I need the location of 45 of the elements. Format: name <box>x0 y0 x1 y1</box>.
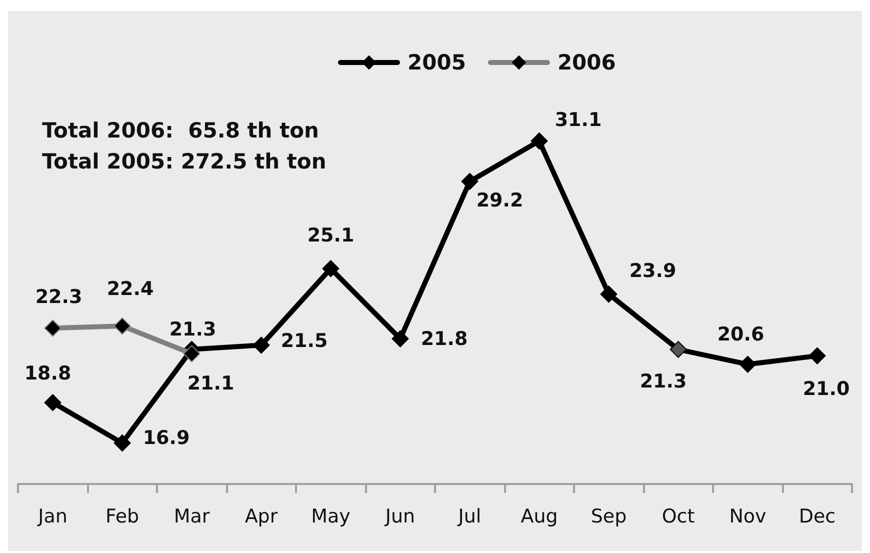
data-label: 23.9 <box>629 260 676 282</box>
data-label: 29.2 <box>476 189 524 212</box>
x-tick-label: Apr <box>244 506 278 528</box>
x-tick-label: Oct <box>662 506 695 528</box>
annotation: Total 2005: 272.5 th ton <box>42 150 326 174</box>
data-label: 16.9 <box>142 427 190 449</box>
data-label: 21.0 <box>802 378 850 400</box>
point <box>600 286 618 303</box>
point <box>670 340 687 358</box>
data-label: 21.8 <box>420 328 468 350</box>
x-tick-label: Dec <box>798 506 836 528</box>
point <box>322 260 340 278</box>
x-tick-label: Mar <box>174 506 210 528</box>
point <box>739 356 756 373</box>
data-label: 20.6 <box>717 323 764 346</box>
data-label: 22.3 <box>35 286 82 308</box>
point <box>530 132 548 150</box>
point <box>461 172 478 190</box>
data-label: 21.3 <box>640 370 687 392</box>
data-label: 18.8 <box>24 362 72 385</box>
point <box>44 394 62 412</box>
point <box>114 434 131 452</box>
data-label: 21.1 <box>187 372 234 395</box>
data-label: 21.5 <box>280 330 328 352</box>
point <box>252 336 270 354</box>
data-label: 25.1 <box>307 224 354 247</box>
data-label: 31.1 <box>554 109 602 131</box>
x-tick-label: Jan <box>37 506 68 528</box>
x-tick-label: May <box>311 506 350 528</box>
point <box>183 345 200 362</box>
x-tick-label: Nov <box>729 506 766 528</box>
x-tick-label: Sep <box>590 506 627 528</box>
x-tick-label: Jul <box>457 506 482 528</box>
data-label: 21.3 <box>169 318 216 340</box>
x-tick-label: Jun <box>384 506 416 528</box>
point <box>44 320 62 337</box>
legend-label: 2005 <box>408 50 466 74</box>
annotation: Total 2006: 65.8 th ton <box>42 118 319 142</box>
point <box>114 318 131 335</box>
point <box>392 330 409 348</box>
data-label: 22.4 <box>106 278 154 300</box>
point <box>808 347 826 364</box>
x-tick-label: Aug <box>520 506 558 528</box>
legend-label: 2006 <box>557 50 616 74</box>
x-tick-label: Feb <box>105 506 140 528</box>
